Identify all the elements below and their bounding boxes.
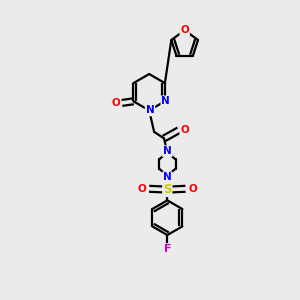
Text: O: O <box>180 125 189 135</box>
Text: N: N <box>161 96 170 106</box>
Text: O: O <box>112 98 121 108</box>
Text: O: O <box>138 184 147 194</box>
Text: N: N <box>146 105 154 116</box>
Text: N: N <box>163 146 172 156</box>
Text: N: N <box>163 172 172 182</box>
Text: F: F <box>164 244 171 254</box>
Text: O: O <box>180 25 189 35</box>
Text: O: O <box>188 184 197 194</box>
Text: S: S <box>163 183 172 196</box>
